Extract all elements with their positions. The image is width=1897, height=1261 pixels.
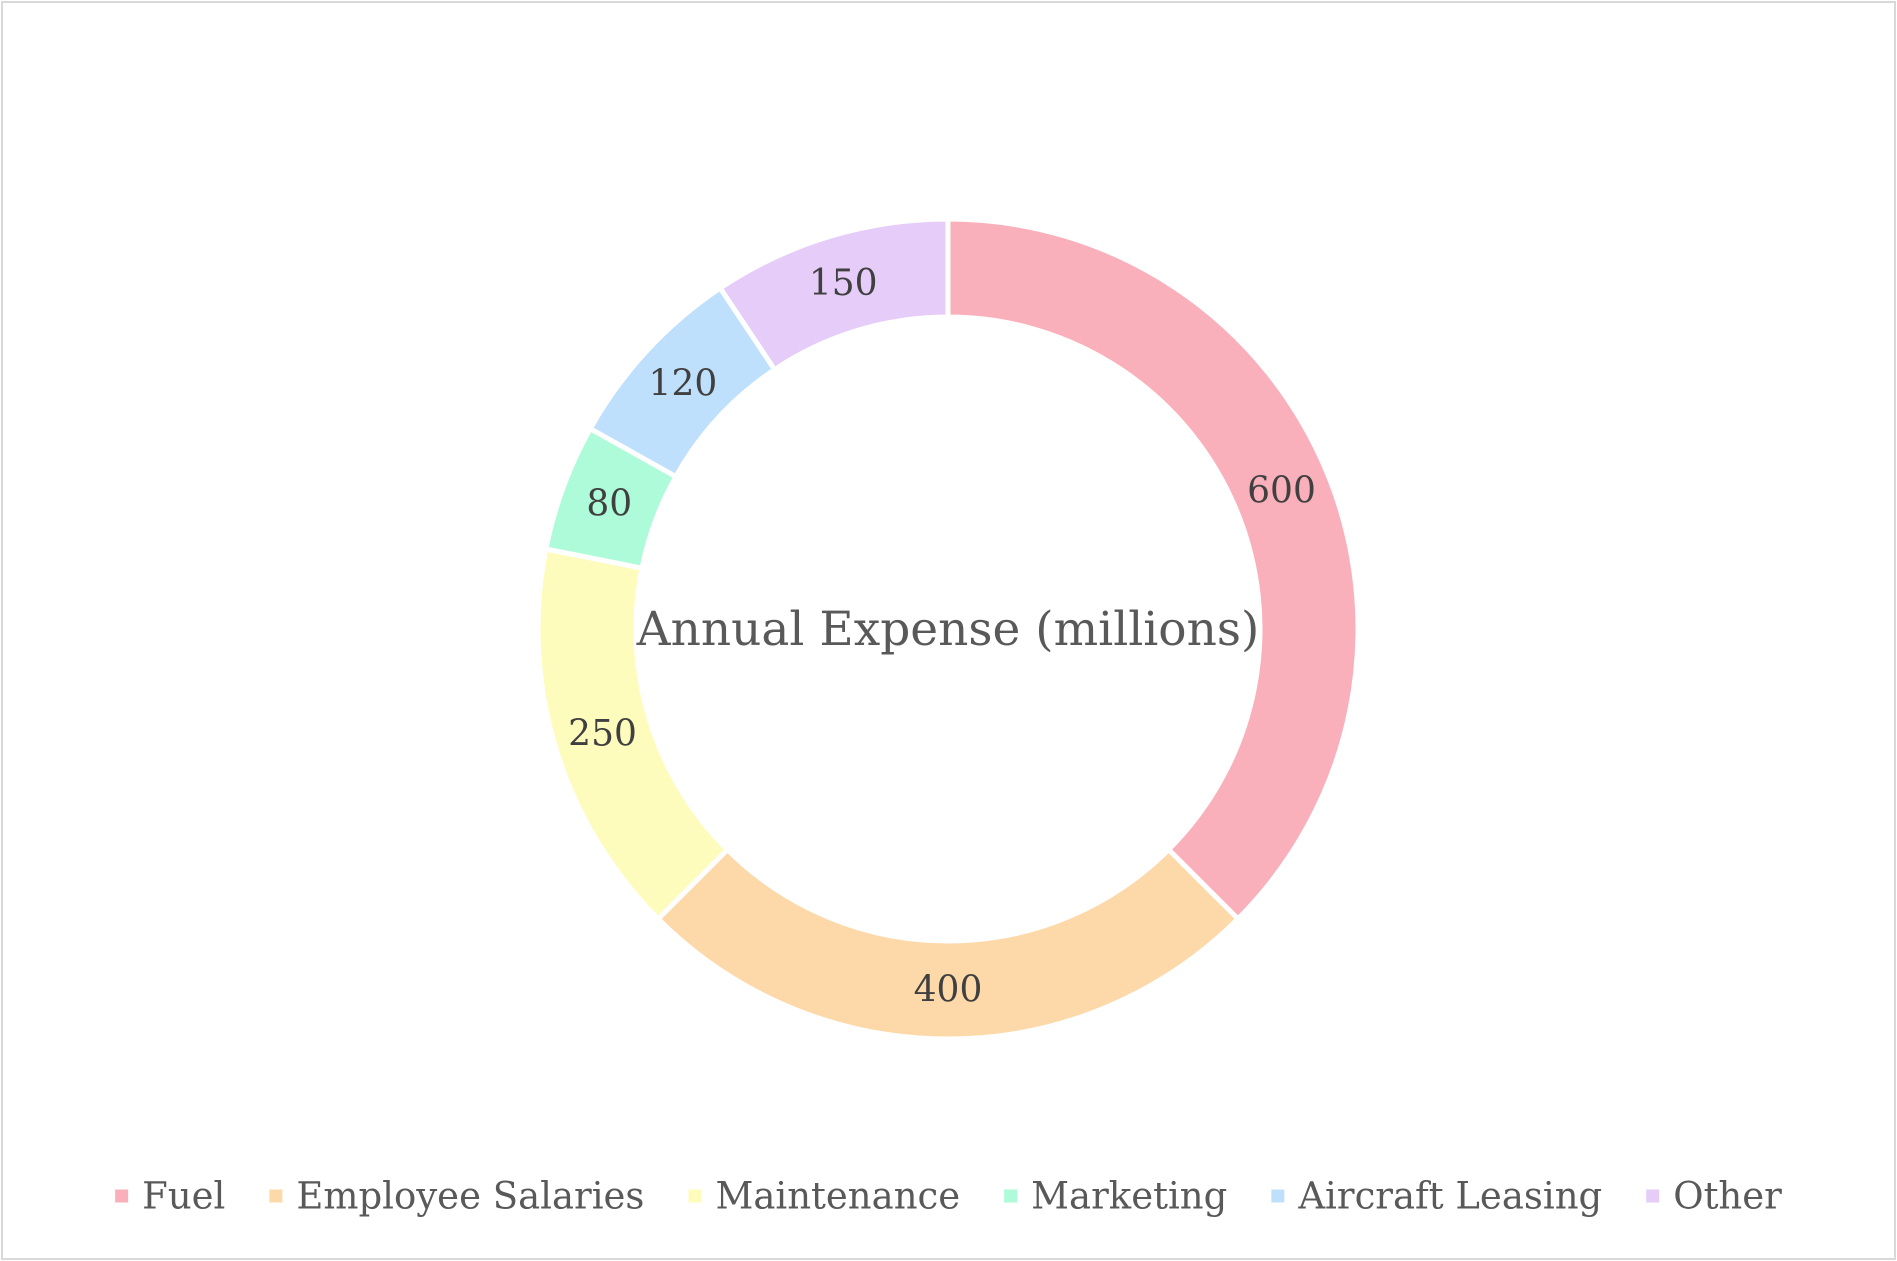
legend-swatch-aircraft-leasing — [1271, 1189, 1285, 1203]
data-labels: 600 400 250 80 120 150 — [568, 263, 1316, 1010]
data-label-maintenance: 250 — [568, 713, 637, 754]
legend-item-fuel: Fuel — [115, 1175, 225, 1218]
legend-swatch-maintenance — [688, 1189, 702, 1203]
slice-employee-salaries — [654, 846, 1242, 1042]
legend-label-employee-salaries: Employee Salaries — [296, 1175, 644, 1218]
legend-swatch-employee-salaries — [269, 1189, 283, 1203]
legend-swatch-fuel — [115, 1189, 129, 1203]
legend-label-fuel: Fuel — [142, 1175, 225, 1218]
legend-label-marketing: Marketing — [1031, 1175, 1227, 1218]
legend-label-aircraft-leasing: Aircraft Leasing — [1297, 1175, 1602, 1218]
legend-swatch-other — [1646, 1189, 1660, 1203]
slice-other — [716, 216, 951, 374]
legend-item-marketing: Marketing — [1004, 1175, 1227, 1218]
data-label-aircraft-leasing: 120 — [649, 363, 718, 404]
data-label-fuel: 600 — [1247, 470, 1316, 511]
data-label-other: 150 — [809, 263, 878, 304]
data-label-marketing: 80 — [586, 484, 632, 525]
legend-item-maintenance: Maintenance — [688, 1175, 960, 1218]
legend-label-maintenance: Maintenance — [715, 1175, 960, 1218]
legend: Fuel Employee Salaries Maintenance Marketin… — [115, 1175, 1782, 1218]
slice-fuel — [945, 216, 1361, 923]
data-label-employee-salaries: 400 — [914, 970, 983, 1011]
legend-item-other: Other — [1646, 1175, 1782, 1218]
legend-label-other: Other — [1673, 1175, 1782, 1218]
legend-item-aircraft-leasing: Aircraft Leasing — [1271, 1175, 1602, 1218]
legend-swatch-marketing — [1004, 1189, 1018, 1203]
legend-item-employee-salaries: Employee Salaries — [269, 1175, 644, 1218]
slices — [535, 216, 1361, 1042]
center-label: Annual Expense (millions) — [636, 602, 1260, 657]
donut-chart: 600 400 250 80 120 150 Annual Expense (millio… — [115, 216, 1782, 1218]
